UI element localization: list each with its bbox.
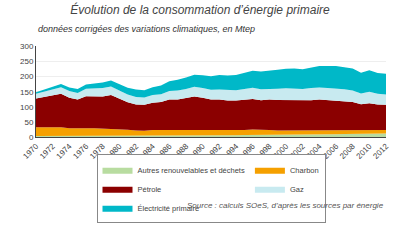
svg-text:250: 250 bbox=[20, 57, 34, 66]
svg-text:300: 300 bbox=[20, 42, 34, 51]
svg-text:1998: 1998 bbox=[254, 141, 274, 161]
svg-text:2000: 2000 bbox=[271, 141, 291, 161]
svg-text:1970: 1970 bbox=[21, 141, 40, 160]
svg-text:données corrigées des variatio: données corrigées des variations climati… bbox=[38, 24, 255, 34]
svg-text:2004: 2004 bbox=[304, 141, 324, 161]
svg-text:1978: 1978 bbox=[88, 141, 107, 161]
svg-text:1982: 1982 bbox=[121, 141, 141, 161]
svg-text:Évolution de la consommation d: Évolution de la consommation d’énergie p… bbox=[70, 2, 330, 17]
svg-text:2008: 2008 bbox=[338, 141, 357, 160]
svg-text:Autres renouvelables et déchet: Autres renouvelables et déchets bbox=[138, 166, 245, 175]
svg-text:1972: 1972 bbox=[38, 141, 57, 160]
svg-text:1988: 1988 bbox=[171, 141, 191, 161]
svg-text:150: 150 bbox=[20, 88, 34, 97]
svg-text:1992: 1992 bbox=[204, 141, 224, 161]
svg-text:1980: 1980 bbox=[104, 141, 124, 161]
svg-text:1990: 1990 bbox=[188, 141, 207, 161]
svg-text:Électricité primaire: Électricité primaire bbox=[138, 204, 200, 213]
svg-text:1996: 1996 bbox=[238, 141, 257, 161]
svg-text:Pétrole: Pétrole bbox=[138, 185, 162, 194]
svg-text:100: 100 bbox=[20, 103, 34, 112]
svg-text:0: 0 bbox=[29, 133, 34, 142]
svg-text:Source : calculs SOeS, d’après: Source : calculs SOeS, d’après les sourc… bbox=[187, 201, 384, 210]
svg-text:2012: 2012 bbox=[371, 141, 390, 160]
svg-text:2002: 2002 bbox=[288, 141, 307, 161]
svg-text:Charbon: Charbon bbox=[290, 166, 319, 175]
svg-text:1994: 1994 bbox=[221, 141, 241, 161]
svg-text:Gaz: Gaz bbox=[290, 185, 304, 194]
svg-text:2006: 2006 bbox=[321, 141, 341, 161]
svg-text:1974: 1974 bbox=[55, 141, 74, 160]
svg-text:50: 50 bbox=[24, 118, 33, 127]
svg-text:1976: 1976 bbox=[71, 141, 90, 160]
svg-text:1984: 1984 bbox=[138, 141, 157, 161]
svg-text:2010: 2010 bbox=[355, 141, 374, 160]
svg-text:200: 200 bbox=[20, 72, 34, 81]
svg-text:1986: 1986 bbox=[154, 141, 174, 161]
